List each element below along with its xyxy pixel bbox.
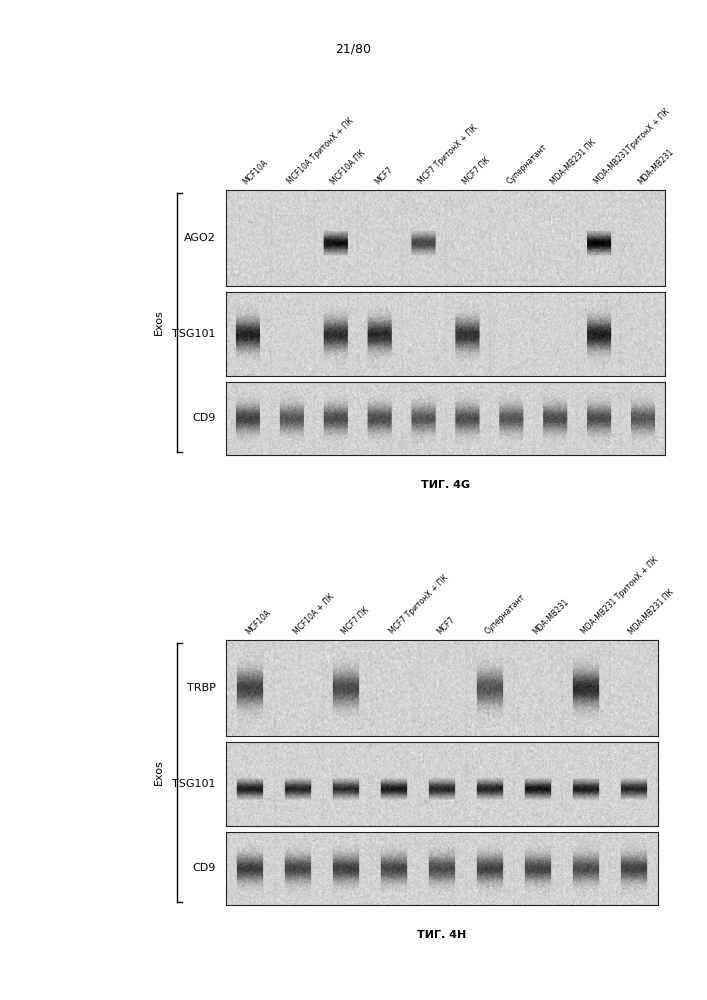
Text: AGO2: AGO2 xyxy=(184,233,216,243)
Text: MDA-MB231 ПК: MDA-MB231 ПК xyxy=(549,137,597,186)
Text: ΤИГ. 4G: ΤИГ. 4G xyxy=(421,480,470,490)
Text: MDA-MB231 ТритонX + ПК: MDA-MB231 ТритонX + ПК xyxy=(579,555,660,636)
Text: Супернатант: Супернатант xyxy=(505,142,549,186)
Text: MCF7 ПК: MCF7 ПК xyxy=(339,605,370,636)
Text: TRBP: TRBP xyxy=(187,683,216,693)
Text: MCF10A ТритонX + ПК: MCF10A ТритонX + ПК xyxy=(286,116,356,186)
Text: MDA-MB231: MDA-MB231 xyxy=(636,147,675,186)
Text: CD9: CD9 xyxy=(192,863,216,873)
Text: MCF7 ПК: MCF7 ПК xyxy=(461,155,492,186)
Text: CD9: CD9 xyxy=(192,413,216,423)
Text: MCF10A: MCF10A xyxy=(242,158,270,186)
Text: MCF7: MCF7 xyxy=(436,615,457,636)
Text: Exos: Exos xyxy=(154,760,164,785)
Text: ΤИГ. 4H: ΤИГ. 4H xyxy=(417,930,467,940)
Text: MCF7 ТритонX + ПК: MCF7 ТритонX + ПК xyxy=(417,123,480,186)
Text: Exos: Exos xyxy=(154,310,164,335)
Text: MCF10A ПК: MCF10A ПК xyxy=(329,148,368,186)
Text: TSG101: TSG101 xyxy=(172,779,216,789)
Text: MDA-MB231: MDA-MB231 xyxy=(532,597,571,636)
Text: MDA-MB231 ПК: MDA-MB231 ПК xyxy=(627,587,676,636)
Text: MCF10A: MCF10A xyxy=(244,608,272,636)
Text: Супернатант: Супернатант xyxy=(484,592,527,636)
Text: MDA-MB231ТритонX + ПК: MDA-MB231ТритонX + ПК xyxy=(592,107,672,186)
Text: MCF7: MCF7 xyxy=(373,165,395,186)
Text: MCF10A + ПК: MCF10A + ПК xyxy=(292,592,336,636)
Text: TSG101: TSG101 xyxy=(172,329,216,339)
Text: MCF7 ТритонX + ПК: MCF7 ТритонX + ПК xyxy=(387,573,450,636)
Text: 21/80: 21/80 xyxy=(336,42,371,55)
